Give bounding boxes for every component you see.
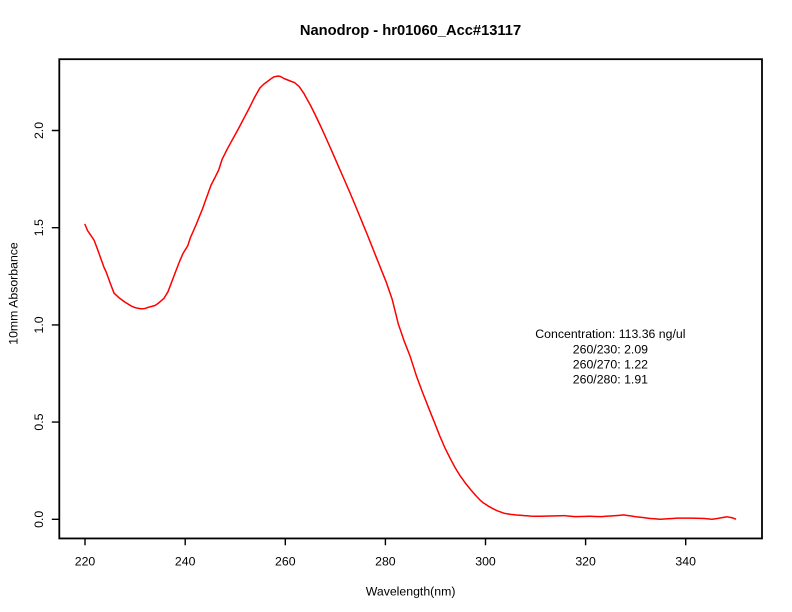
- svg-text:1.0: 1.0: [32, 316, 46, 333]
- svg-text:1.5: 1.5: [32, 219, 46, 236]
- svg-text:220: 220: [75, 554, 96, 568]
- svg-text:0.0: 0.0: [32, 511, 46, 528]
- svg-text:260: 260: [275, 554, 296, 568]
- svg-text:340: 340: [675, 554, 696, 568]
- svg-text:260/270: 1.22: 260/270: 1.22: [573, 357, 648, 371]
- svg-text:260/280: 1.91: 260/280: 1.91: [573, 373, 648, 387]
- svg-text:Wavelength(nm): Wavelength(nm): [366, 584, 456, 598]
- svg-text:2.0: 2.0: [32, 122, 46, 139]
- svg-text:280: 280: [375, 554, 396, 568]
- svg-text:320: 320: [575, 554, 596, 568]
- svg-text:Nanodrop - hr01060_Acc#13117: Nanodrop - hr01060_Acc#13117: [300, 23, 521, 39]
- svg-text:260/230: 2.09: 260/230: 2.09: [573, 342, 648, 356]
- svg-text:300: 300: [475, 554, 496, 568]
- svg-text:0.5: 0.5: [32, 413, 46, 430]
- svg-text:10mm Absorbance: 10mm Absorbance: [7, 242, 21, 345]
- svg-text:Concentration: 113.36 ng/ul: Concentration: 113.36 ng/ul: [535, 327, 685, 341]
- svg-text:240: 240: [175, 554, 196, 568]
